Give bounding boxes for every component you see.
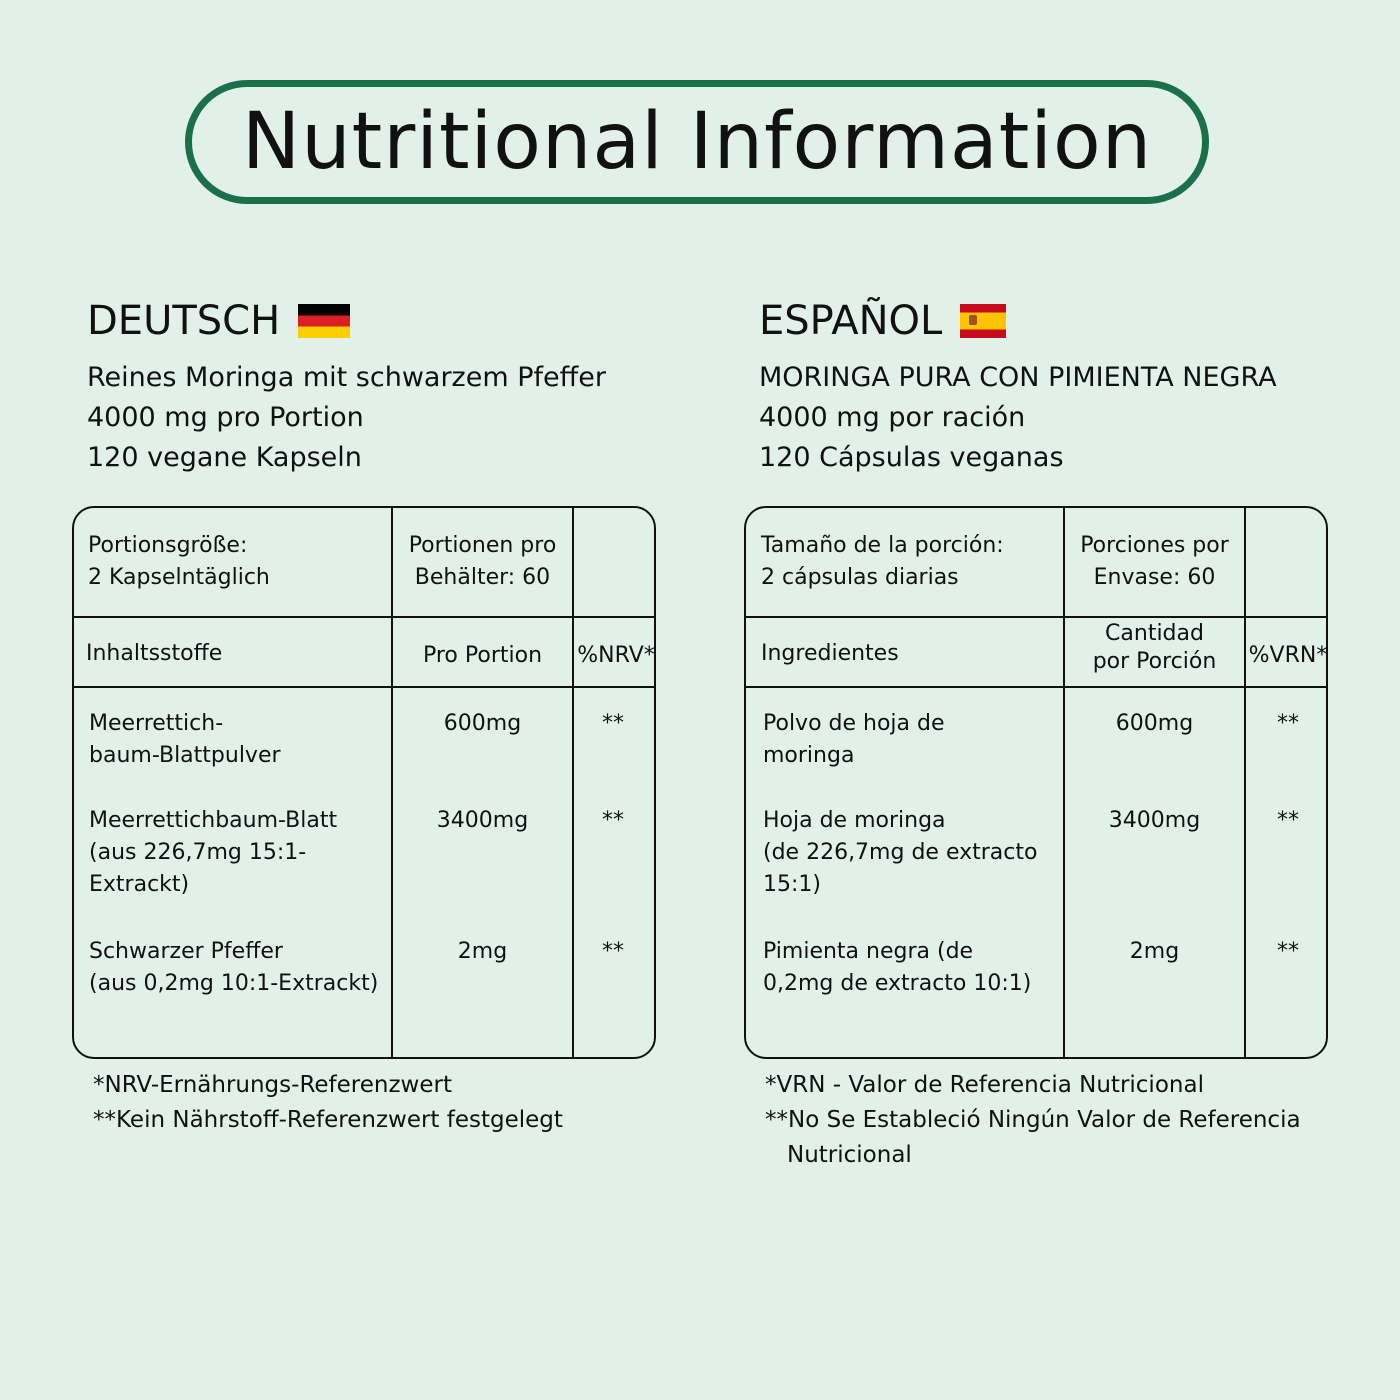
es-product-info: MORINGA PURA CON PIMIENTA NEGRA 4000 mg …	[759, 358, 1277, 478]
de-count: 120 vegane Kapseln	[87, 442, 362, 473]
de-header-ref: %NRV*	[577, 643, 655, 668]
de-row-ref: **	[602, 711, 624, 736]
de-nutrition-table: Portionsgröße: 2 Kapselntäglich Portionen…	[72, 506, 656, 1059]
de-row-amount: 3400mg	[436, 808, 529, 833]
de-row-ref: **	[602, 939, 624, 964]
es-footnote: Nutricional	[787, 1142, 912, 1168]
es-row-name: Hoja de moringa (de 226,7mg de extracto 15…	[763, 808, 1038, 897]
de-header-ingredient: Inhaltsstoffe	[86, 641, 223, 666]
de-row-amount: 2mg	[457, 939, 508, 964]
es-row-amount: 2mg	[1129, 939, 1180, 964]
es-serving-size: Tamaño de la porción: 2 cápsulas diarias	[761, 533, 1004, 590]
de-row-name: Schwarzer Pfeffer (aus 0,2mg 10:1-Extrack…	[89, 939, 379, 996]
de-servings-per-container: Portionen pro Behälter: 60	[408, 533, 557, 590]
es-product-name: MORINGA PURA CON PIMIENTA NEGRA	[759, 362, 1277, 393]
de-heading-text: DEUTSCH	[87, 298, 281, 344]
es-footnote: *VRN - Valor de Referencia Nutricional	[765, 1072, 1204, 1098]
es-footnotes: *VRN - Valor de Referencia Nutricional *…	[765, 1068, 1301, 1173]
de-footnote: **Kein Nährstoff-Referenzwert festgelegt	[93, 1107, 563, 1133]
de-header-amount: Pro Portion	[422, 643, 543, 668]
es-footnote: **No Se Estableció Ningún Valor de Refer…	[765, 1107, 1301, 1133]
es-row-ref: **	[1277, 939, 1299, 964]
es-row-ref: **	[1277, 808, 1299, 833]
de-product-info: Reines Moringa mit schwarzem Pfeffer 400…	[87, 358, 606, 478]
es-row-ref: **	[1277, 711, 1299, 736]
es-row-name: Polvo de hoja de moringa	[763, 711, 945, 768]
es-servings-per-container: Porciones por Envase: 60	[1080, 533, 1229, 590]
de-row-amount: 600mg	[443, 711, 522, 736]
de-footnote: *NRV-Ernährungs-Referenzwert	[93, 1072, 452, 1098]
de-footnotes: *NRV-Ernährungs-Referenzwert **Kein Nähr…	[93, 1068, 563, 1138]
es-dose: 4000 mg por ración	[759, 402, 1026, 433]
de-row-name: Meerrettichbaum-Blatt (aus 226,7mg 15:1- E…	[89, 808, 338, 897]
es-row-name: Pimienta negra (de 0,2mg de extracto 10:1…	[763, 939, 1032, 996]
page-title: Nutritional Information	[241, 97, 1153, 187]
spain-flag-icon	[960, 304, 1007, 338]
es-header-amount: Cantidad por Porción	[1092, 621, 1217, 674]
es-header-ref: %VRN*	[1248, 643, 1328, 668]
es-row-amount: 600mg	[1115, 711, 1194, 736]
es-count: 120 Cápsulas veganas	[759, 442, 1064, 473]
de-row-ref: **	[602, 808, 624, 833]
de-dose: 4000 mg pro Portion	[87, 402, 364, 433]
title-box: Nutritional Information	[185, 80, 1209, 204]
es-heading-text: ESPAÑOL	[759, 298, 943, 344]
es-header-ingredient: Ingredientes	[761, 641, 899, 666]
germany-flag-icon	[298, 304, 351, 338]
es-nutrition-table: Tamaño de la porción: 2 cápsulas diarias …	[744, 506, 1328, 1059]
es-heading: ESPAÑOL	[759, 298, 1007, 344]
de-heading: DEUTSCH	[87, 298, 351, 344]
de-row-name: Meerrettich-baum-Blattpulver	[89, 711, 281, 768]
de-serving-size: Portionsgröße: 2 Kapselntäglich	[88, 533, 270, 590]
de-product-name: Reines Moringa mit schwarzem Pfeffer	[87, 362, 606, 393]
es-row-amount: 3400mg	[1108, 808, 1201, 833]
